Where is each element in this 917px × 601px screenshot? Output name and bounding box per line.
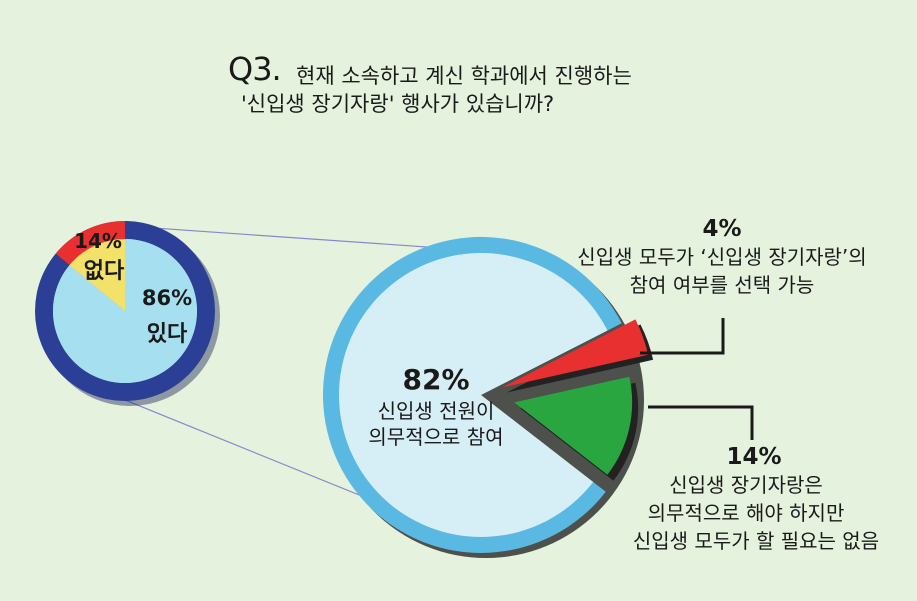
connector-line-top (124, 225, 471, 251)
pie-slice-mandatory (338, 252, 608, 537)
slice-value-optional: 4% (702, 216, 741, 242)
slice-label-yes: 있다 (147, 322, 188, 347)
slice-label-mandatory-line2: 의무적으로 참여 (368, 425, 503, 449)
question-text-line1: 현재 소속하고 계신 학과에서 진행하는 (296, 64, 632, 88)
slice-label-partial-line1: 신입생 장기자랑은 (669, 473, 823, 497)
slice-label-no: 없다 (84, 259, 125, 284)
small-pie: 14% 없다 86% 있다 (35, 221, 220, 406)
pie-slice-partial (514, 376, 633, 475)
callout-line-partial (648, 405, 754, 440)
callout-line-optional (640, 318, 725, 355)
pie-slice-yes (52, 239, 197, 383)
pie-slice-optional (501, 319, 649, 388)
slice-value-yes: 86% (142, 286, 192, 310)
slice-label-optional-line2: 참여 여부를 선택 가능 (630, 273, 815, 297)
question-text-line2: '신입생 장기자랑' 행사가 있습니까? (241, 92, 555, 116)
pie-slice-no (69, 239, 125, 311)
slice-value-partial: 14% (726, 444, 781, 470)
slice-label-partial-line2: 의무적으로 해야 하지만 (648, 501, 845, 525)
slice-value-mandatory: 82% (402, 363, 469, 396)
large-pie: 82% 신입생 전원이 의무적으로 참여 (322, 236, 654, 558)
slice-label-optional-line1: 신입생 모두가 ‘신입생 장기자랑’의 (577, 245, 866, 269)
question-number: Q3. (228, 50, 282, 88)
slice-label-mandatory-line1: 신입생 전원이 (378, 399, 495, 423)
slice-label-partial-line3: 신입생 모두가 할 필요는 없음 (633, 529, 879, 553)
slice-value-no: 14% (74, 229, 122, 253)
